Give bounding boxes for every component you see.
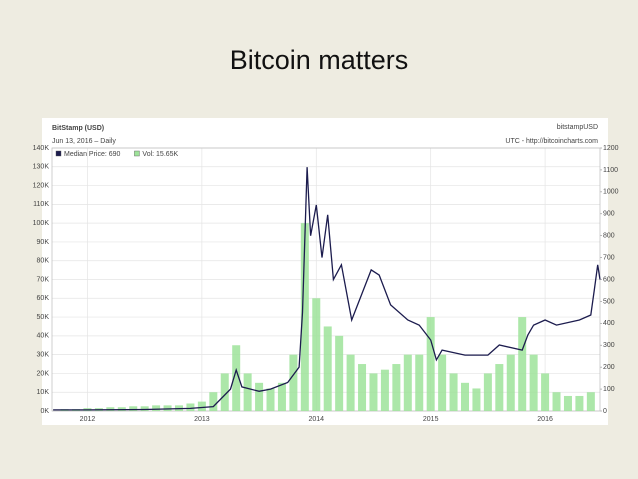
volume-bar (380, 369, 389, 411)
y-tick-label: 130K (33, 164, 50, 171)
volume-bar (243, 373, 252, 411)
x-tick-label: 2016 (537, 416, 553, 423)
volume-bar (563, 395, 572, 411)
y-tick-label: 70K (37, 276, 50, 283)
y-tick-label: 120K (33, 182, 50, 189)
volume-bar (255, 382, 264, 411)
y2-tick-label: 1200 (603, 145, 619, 152)
y2-tick-label: 400 (603, 320, 615, 327)
volume-bar (346, 354, 355, 411)
y2-tick-label: 200 (603, 364, 615, 371)
volume-bar (323, 326, 332, 411)
volume-bar (140, 406, 149, 411)
volume-bar (300, 223, 309, 411)
x-tick-label: 2012 (80, 416, 96, 423)
volume-bar (461, 382, 470, 411)
y2-tick-label: 500 (603, 298, 615, 305)
volume-bar (312, 298, 321, 411)
chart-subtitle: Jun 13, 2016 – Daily (52, 138, 116, 145)
x-tick-label: 2015 (423, 416, 439, 423)
volume-bar (426, 317, 435, 411)
volume-bar (266, 388, 275, 411)
chart-annotation: UTC - http://bitcoincharts.com (505, 138, 598, 145)
volume-bar (369, 373, 378, 411)
y2-tick-label: 600 (603, 276, 615, 283)
legend-swatch (134, 150, 140, 157)
y2-tick-label: 1000 (603, 189, 619, 196)
x-tick-label: 2013 (194, 416, 210, 423)
volume-bar (358, 364, 367, 411)
volume-bar (586, 392, 595, 411)
volume-bar (392, 364, 401, 411)
y2-tick-label: 300 (603, 342, 615, 349)
y-tick-label: 80K (37, 258, 50, 265)
y-tick-label: 50K (37, 314, 50, 321)
volume-bar (186, 403, 195, 411)
legend-label: Vol: 15.65K (142, 151, 178, 158)
volume-bar (495, 364, 504, 411)
y-tick-label: 10K (37, 389, 50, 396)
y-tick-label: 20K (37, 370, 50, 377)
volume-bar (220, 373, 229, 411)
volume-bar (289, 354, 298, 411)
volume-bar (552, 392, 561, 411)
volume-bar (438, 354, 447, 411)
volume-bar (232, 345, 241, 411)
volume-bar (415, 354, 424, 411)
price-line (53, 167, 601, 411)
chart-title: BitStamp (USD) (52, 125, 104, 132)
volume-bar (209, 392, 218, 411)
volume-bar (335, 335, 344, 411)
y2-tick-label: 1100 (603, 167, 618, 174)
legend-swatch (55, 150, 62, 157)
y-tick-label: 40K (37, 333, 50, 340)
volume-bar (129, 406, 138, 411)
volume-bar (472, 388, 481, 411)
legend-label: Median Price: 690 (64, 151, 121, 158)
y-tick-label: 0K (40, 408, 49, 415)
y2-tick-label: 700 (603, 254, 615, 261)
volume-bar (403, 354, 412, 411)
volume-bar (197, 401, 206, 411)
volume-bar (152, 405, 161, 411)
y2-tick-label: 900 (603, 211, 615, 218)
slide-title: Bitcoin matters (230, 45, 409, 75)
volume-bar (277, 382, 286, 411)
y-tick-label: 100K (33, 220, 50, 227)
y-tick-label: 30K (37, 351, 50, 358)
chart-annotation: bitstampUSD (557, 124, 598, 131)
volume-bar (506, 354, 515, 411)
y-tick-label: 140K (33, 145, 50, 152)
volume-bar (163, 405, 172, 411)
y2-tick-label: 800 (603, 233, 615, 240)
volume-bar (529, 354, 538, 411)
y-tick-label: 60K (37, 295, 50, 302)
y-tick-label: 90K (37, 239, 50, 246)
y2-tick-label: 0 (603, 408, 607, 415)
volume-bar (575, 395, 584, 411)
volume-bar (483, 373, 492, 411)
volume-bar (518, 317, 527, 411)
x-tick-label: 2014 (308, 416, 324, 423)
y-tick-label: 110K (33, 201, 49, 208)
y2-tick-label: 100 (603, 386, 615, 393)
volume-bar (449, 373, 458, 411)
volume-bar (541, 373, 550, 411)
